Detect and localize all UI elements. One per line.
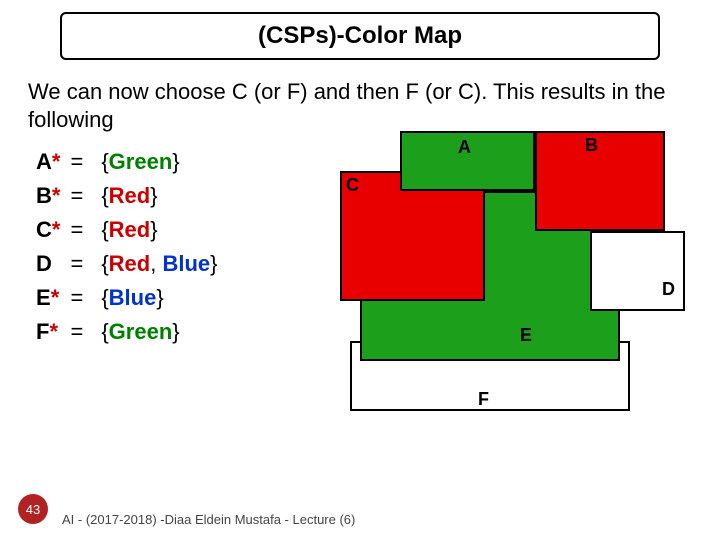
variable-row: B*={Red} [36, 181, 228, 211]
region-label-e: E [520, 325, 532, 346]
region-b [535, 131, 665, 231]
variable-name: B [36, 183, 52, 208]
domain-cell: {Red, Blue} [101, 249, 227, 279]
brace-open: { [101, 149, 108, 174]
footer: 43 AI - (2017-2018) -Diaa Eldein Mustafa… [0, 488, 720, 528]
brace-close: } [156, 285, 163, 310]
brace-open: { [101, 183, 108, 208]
star-icon: * [51, 285, 60, 310]
variable-row: D ={Red, Blue} [36, 249, 228, 279]
region-label-c: C [346, 175, 359, 196]
domain-value: Blue [109, 285, 157, 310]
brace-close: } [150, 183, 157, 208]
variable-name: A [36, 149, 52, 174]
equals-sign: = [70, 317, 101, 347]
star-icon: * [52, 149, 61, 174]
equals-sign: = [70, 283, 101, 313]
variable-table: A*={Green}B*={Red}C*={Red}D={Red, Blue}E… [36, 143, 228, 351]
domain-value: Red [109, 217, 151, 242]
domain-value: Green [109, 149, 173, 174]
domain-cell: {Red} [101, 181, 227, 211]
region-label-b: B [585, 135, 598, 156]
brace-close: } [210, 251, 217, 276]
variable-name: C [36, 217, 52, 242]
variable-name-cell: B* [36, 181, 70, 211]
variable-row: A*={Green} [36, 147, 228, 177]
comma: , [150, 251, 162, 276]
domain-value: Blue [162, 251, 210, 276]
color-map: F E D C A B [330, 131, 710, 431]
equals-sign: = [70, 249, 101, 279]
region-label-f: F [478, 389, 489, 410]
content-area: A*={Green}B*={Red}C*={Red}D={Red, Blue}E… [20, 143, 700, 433]
variable-row: E*={Blue} [36, 283, 228, 313]
star-icon: * [52, 217, 61, 242]
slide-title: (CSPs)-Color Map [258, 22, 462, 49]
variable-name-cell: F* [36, 317, 70, 347]
title-box: (CSPs)-Color Map [60, 12, 660, 60]
domain-cell: {Green} [101, 317, 227, 347]
equals-sign: = [70, 181, 101, 211]
variable-name-cell: C* [36, 215, 70, 245]
domain-cell: {Blue} [101, 283, 227, 313]
variable-name-cell: D [36, 249, 70, 279]
domain-cell: {Red} [101, 215, 227, 245]
page-number-badge: 43 [18, 494, 48, 524]
variable-domains: A*={Green}B*={Red}C*={Red}D={Red, Blue}E… [36, 143, 228, 351]
equals-sign: = [70, 215, 101, 245]
region-label-a: A [458, 137, 471, 158]
domain-cell: {Green} [101, 147, 227, 177]
variable-name: E [36, 285, 51, 310]
brace-close: } [172, 149, 179, 174]
domain-value: Red [109, 251, 151, 276]
variable-name-cell: E* [36, 283, 70, 313]
variable-row: F*={Green} [36, 317, 228, 347]
page-number: 43 [26, 502, 40, 517]
footer-text: AI - (2017-2018) -Diaa Eldein Mustafa - … [62, 512, 362, 528]
brace-open: { [101, 217, 108, 242]
brace-open: { [101, 319, 108, 344]
brace-close: } [172, 319, 179, 344]
variable-name: F [36, 319, 49, 344]
brace-open: { [101, 285, 108, 310]
domain-value: Green [109, 319, 173, 344]
body-text: We can now choose C (or F) and then F (o… [28, 78, 692, 133]
region-label-d: D [662, 279, 675, 300]
variable-name: D [36, 251, 52, 276]
brace-close: } [150, 217, 157, 242]
star-icon: * [52, 183, 61, 208]
equals-sign: = [70, 147, 101, 177]
star-icon: * [49, 319, 58, 344]
domain-value: Red [109, 183, 151, 208]
slide: (CSPs)-Color Map We can now choose C (or… [0, 0, 720, 540]
brace-open: { [101, 251, 108, 276]
variable-name-cell: A* [36, 147, 70, 177]
variable-row: C*={Red} [36, 215, 228, 245]
